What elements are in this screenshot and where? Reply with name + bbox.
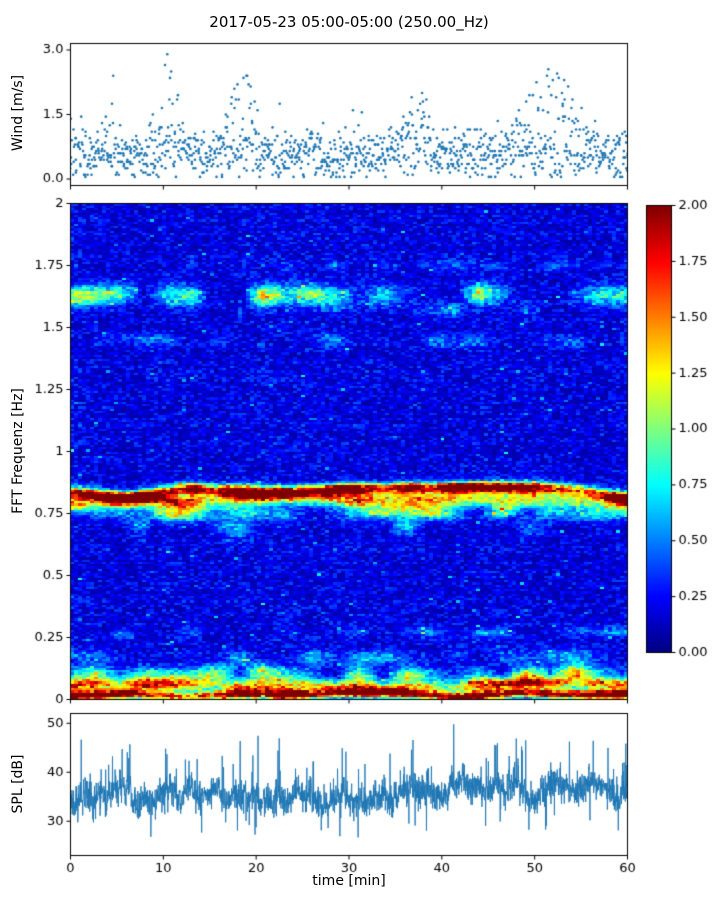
wind-y-axis-label: Wind [m/s] (10, 74, 26, 152)
chart-title: 2017-05-23 05:00-05:00 (250.00_Hz) (209, 13, 489, 31)
x-axis-label: time [min] (312, 873, 386, 889)
fft-y-axis-label: FFT Frequenz [Hz] (10, 388, 26, 514)
spl-y-axis-label: SPL [dB] (10, 754, 26, 814)
